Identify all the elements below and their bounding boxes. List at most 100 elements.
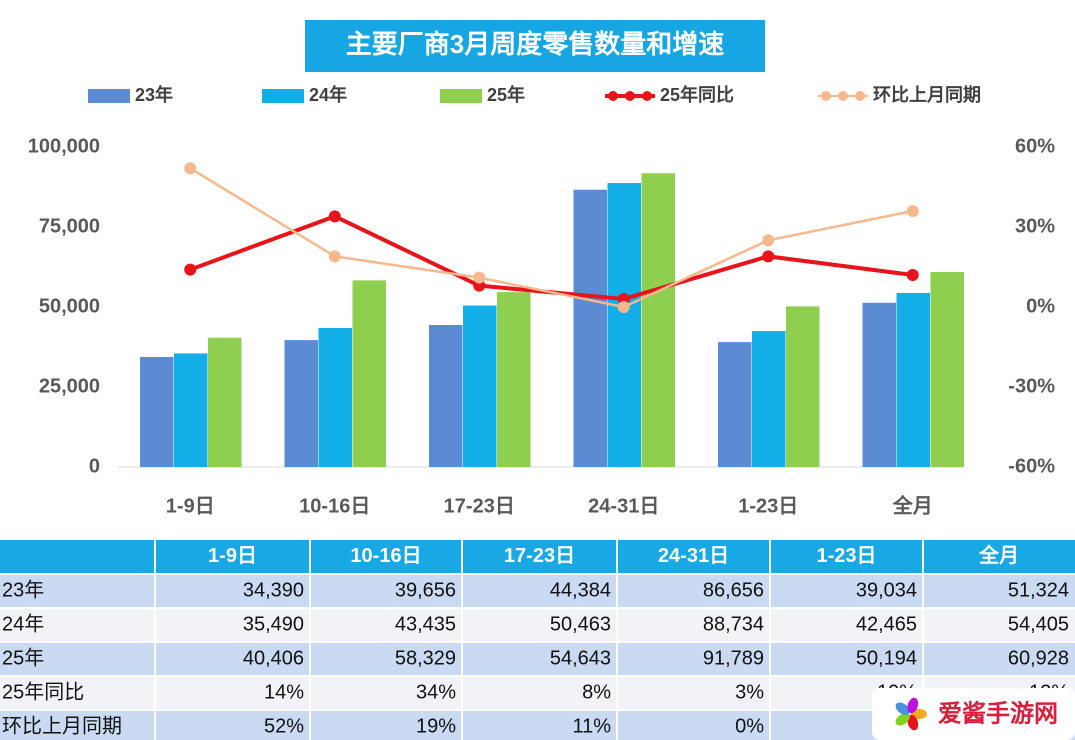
line-point [328,250,341,263]
table-row-label: 25年同比 [2,680,84,703]
table-cell: 44,384 [550,579,611,601]
table-row-label: 环比上月同期 [2,714,122,737]
table-cell: 34% [416,681,456,703]
bar [208,337,242,467]
y-tick-label: 50,000 [39,295,100,317]
watermark-box: 爱酱手游网 [872,688,1075,740]
table-row-label: 25年 [2,646,44,669]
legend-swatch [838,91,848,101]
table-row-bg [0,643,1075,675]
line-point [184,162,197,175]
line [189,214,914,302]
bar [318,328,352,467]
bar [573,189,607,467]
watermark-icon [907,697,919,714]
table-cell: 86,656 [703,579,764,601]
bar [429,324,463,467]
legend-swatch [625,91,635,101]
line-point [906,269,919,281]
legend-swatch [440,89,482,103]
table-header-bg [0,540,1075,573]
bar [862,302,896,467]
table-cell: 3% [735,681,764,703]
bar [930,272,964,467]
bar [284,340,318,467]
table-header: 1-9日 [208,545,257,567]
legend-swatch [262,89,304,103]
title-box [305,20,765,72]
legend-label: 23年 [135,84,173,105]
table-cell: 88,734 [703,613,764,635]
x-tick-label: 17-23日 [444,495,515,517]
y2-tick-label: -30% [1008,375,1055,397]
table-cell: 60,928 [1008,647,1069,669]
table-cell: 50,463 [550,613,611,635]
table-header: 10-16日 [350,545,421,567]
line-point [617,301,630,313]
table-cell: 35,490 [243,613,304,635]
legend-swatch [821,91,831,101]
legend-label: 24年 [309,84,347,105]
table-row-bg [0,609,1075,641]
legend-label: 环比上月同期 [873,85,981,105]
table-cell: 11% [572,715,611,737]
y-tick-label: 75,000 [39,215,100,237]
line [189,167,913,309]
table-cell: 42,465 [856,613,917,635]
table-cell: 51,324 [1008,579,1069,601]
bar [352,280,386,467]
x-tick-label: 10-16日 [299,495,370,517]
y2-tick-label: -60% [1008,455,1055,477]
legend-swatch [642,91,652,101]
table-cell: 43,435 [395,613,456,635]
table-row-label: 23年 [2,578,44,601]
legend-swatch [88,89,130,103]
line-point [762,250,775,263]
table-header: 24-31日 [658,545,729,567]
chart-title: 主要厂商3月周度零售数量和增速 [346,29,724,59]
watermark-icon [895,713,910,726]
watermark-icon [907,714,919,731]
table-cell: 54,643 [550,647,611,669]
watermark-text: 爱酱手游网 [938,699,1058,727]
x-tick-label: 24-31日 [588,495,659,517]
x-tick-label: 全月 [892,493,933,517]
table-cell: 14% [264,681,304,703]
legend-label: 25年同比 [660,84,734,105]
table-cell: 52% [264,715,304,737]
bar [752,331,786,467]
table-cell: 39,034 [856,579,917,601]
table-cell: 50,194 [856,647,917,669]
bar [463,305,497,467]
table-cell: 54,405 [1008,613,1069,635]
table-cell: 40,406 [243,647,304,669]
legend-swatch [608,91,618,101]
bar [140,356,174,467]
watermark-bg [872,688,1075,740]
bar [718,342,752,467]
y2-tick-label: 30% [1015,215,1055,237]
line-point [328,210,341,223]
table-cell: 19% [416,715,456,737]
bar [896,292,930,467]
table-row-bg [0,575,1075,607]
y-tick-label: 0 [89,455,100,477]
watermark-icon [895,702,910,715]
table-header: 1-23日 [816,545,876,567]
line-point [906,205,919,217]
bar [641,173,675,467]
bar [497,292,531,467]
x-tick-label: 1-9日 [166,495,215,517]
bar [174,353,208,467]
table-cell: 0% [735,715,764,737]
table-header: 17-23日 [504,545,575,567]
table-cell: 58,329 [395,647,456,669]
bar [786,306,820,467]
x-tick-label: 1-23日 [738,495,798,517]
watermark-icon [911,709,927,719]
y2-tick-label: 60% [1015,135,1055,157]
data-table: 1-9日 10-16日 17-23日 24-31日 1-23日 全月 23年 34,390 39… [0,540,1075,740]
line-point [762,234,775,247]
table-cell: 34,390 [243,579,304,601]
